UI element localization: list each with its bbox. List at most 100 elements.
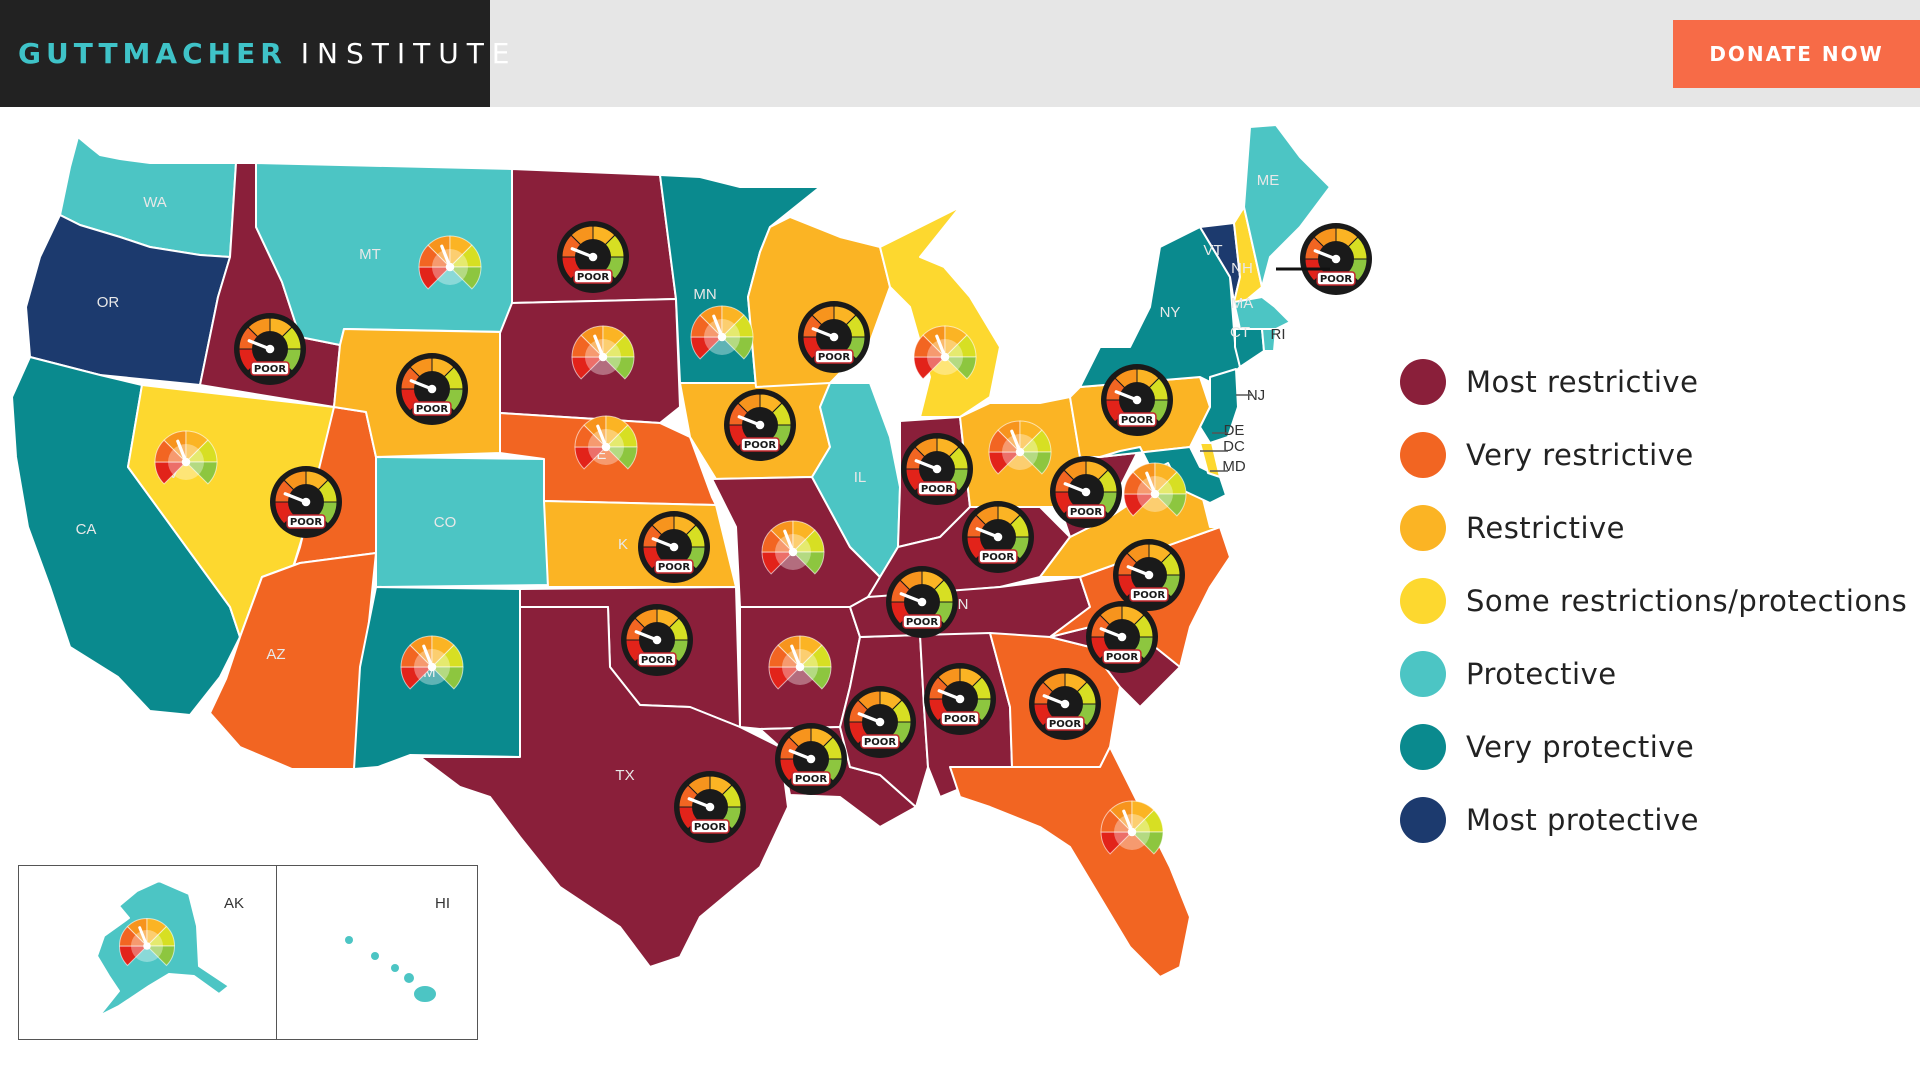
poor-badge-label: POOR (906, 617, 939, 628)
state-label-mt: MT (359, 246, 381, 263)
state-fl[interactable] (949, 746, 1191, 978)
poor-badge (814, 349, 854, 364)
legend-label-most-protective: Most protective (1466, 802, 1699, 837)
poor-badge-label: POOR (577, 272, 610, 283)
legend-swatch-very-restrictive (1400, 431, 1446, 478)
gauge-mi-meter (913, 325, 977, 380)
poor-badge (637, 652, 677, 667)
state-label-nj: NJ (1247, 387, 1265, 404)
legend-label-most-restrictive: Most restrictive (1466, 364, 1699, 399)
poor-badge-label: POOR (254, 364, 287, 375)
poor-badge (1316, 271, 1356, 286)
poor-badge (690, 819, 730, 834)
gauge-tx-poor: POOR (674, 771, 746, 843)
state-ct[interactable] (1234, 328, 1265, 368)
guttmacher-logo[interactable]: GUTTMACHER INSTITUTE (0, 0, 510, 107)
gauge-wy-poor: POOR (396, 353, 468, 425)
poor-badge-label: POOR (1070, 507, 1103, 518)
poor-badge-label: POOR (795, 774, 828, 785)
state-label-ak: AK (224, 895, 244, 912)
state-label-tn: N (958, 596, 969, 613)
legend-item-most-protective: Most protective (1400, 783, 1907, 856)
legend-label-some-restrictions: Some restrictions/protections (1466, 583, 1908, 618)
gauge-nd-poor: POOR (557, 221, 629, 293)
hawaii-island-molokai (391, 964, 399, 972)
legend-swatch-protective (1400, 650, 1446, 697)
state-label-vt: VT (1203, 242, 1222, 259)
gauge-in-poor: POOR (901, 433, 973, 505)
poor-badge (412, 401, 452, 416)
poor-badge (1045, 716, 1085, 731)
poor-badge-label: POOR (944, 714, 977, 725)
legend-label-very-restrictive: Very restrictive (1466, 437, 1694, 472)
leader-lines-layer (1200, 267, 1330, 472)
poor-badge (917, 481, 957, 496)
poor-badge (902, 614, 942, 629)
gauge-sc-poor: POOR (1086, 601, 1158, 673)
poor-badge (860, 734, 900, 749)
state-label-ma: MA (1231, 295, 1254, 312)
logo-primary-text: GUTTMACHER (18, 37, 287, 70)
legend-item-protective: Protective (1400, 637, 1907, 710)
gauge-ar-meter (768, 635, 832, 690)
state-ri[interactable] (1261, 328, 1277, 352)
state-tx[interactable] (419, 606, 789, 968)
gauge-wv-poor: POOR (1050, 456, 1122, 528)
policy-legend: Most restrictive Very restrictive Restri… (1400, 345, 1907, 856)
legend-item-very-restrictive: Very restrictive (1400, 418, 1907, 491)
legend-label-restrictive: Restrictive (1466, 510, 1626, 545)
poor-badge (573, 269, 613, 284)
alaska-map: AK (96, 880, 244, 1017)
state-az[interactable] (209, 552, 377, 770)
poor-badge (940, 711, 980, 726)
state-label-mn: MN (693, 286, 716, 303)
poor-badge (654, 559, 694, 574)
poor-badge-label: POOR (290, 517, 323, 528)
state-label-ca: CA (76, 521, 97, 538)
state-label-wa: WA (143, 194, 167, 211)
poor-badge-label: POOR (658, 562, 691, 573)
legend-item-some-restrictions: Some restrictions/protections (1400, 564, 1907, 637)
poor-badge-label: POOR (921, 484, 954, 495)
state-label-ct: CT (1230, 324, 1250, 341)
hawaii-island-oahu (371, 952, 379, 960)
state-co[interactable] (375, 456, 549, 588)
gauge-id-poor: POOR (234, 313, 306, 385)
gauge-nm-meter (400, 635, 464, 690)
poor-badge-label: POOR (982, 552, 1015, 563)
gauge-mt-meter (418, 235, 482, 290)
state-hi[interactable] (412, 984, 438, 1004)
gauge-nh-poor: POOR (1300, 223, 1372, 295)
poor-badge-label: POOR (1133, 590, 1166, 601)
state-label-az: AZ (266, 646, 285, 663)
state-nj[interactable] (1199, 368, 1239, 444)
state-label-ri: RI (1271, 326, 1286, 343)
gauge-ia-poor: POOR (724, 389, 796, 461)
gauge-nc-poor: POOR (1113, 539, 1185, 611)
state-label-or: OR (97, 294, 120, 311)
gauge-ms-poor: POOR (844, 686, 916, 758)
poor-badge (1066, 504, 1106, 519)
poor-badge-label: POOR (1106, 652, 1139, 663)
us-state-policy-map: WAORCANVAZMTCONMNEKTXMNMOARILMINOHNYVTNH… (11, 124, 1372, 978)
legend-item-very-protective: Very protective (1400, 710, 1907, 783)
state-mi[interactable] (879, 206, 1001, 418)
legend-item-restrictive: Restrictive (1400, 491, 1907, 564)
state-label-me: ME (1257, 172, 1280, 189)
legend-swatch-very-protective (1400, 723, 1446, 770)
gauge-ky-poor: POOR (962, 501, 1034, 573)
gauge-va-meter (1123, 462, 1187, 517)
poor-badge-label: POOR (818, 352, 851, 363)
poor-badge-label: POOR (744, 440, 777, 451)
poor-badge-label: POOR (1121, 415, 1154, 426)
gauge-ga-poor: POOR (1029, 668, 1101, 740)
poor-badge (978, 549, 1018, 564)
state-label-ks: K (618, 536, 628, 553)
hawaii-island-kauai (345, 936, 353, 944)
state-me[interactable] (1243, 124, 1331, 288)
state-label-nh: NH (1231, 260, 1253, 277)
poor-badge-label: POOR (416, 404, 449, 415)
gauge-nv-meter (154, 430, 218, 485)
donate-now-button[interactable]: DONATE NOW (1673, 20, 1920, 88)
poor-badge (250, 361, 290, 376)
